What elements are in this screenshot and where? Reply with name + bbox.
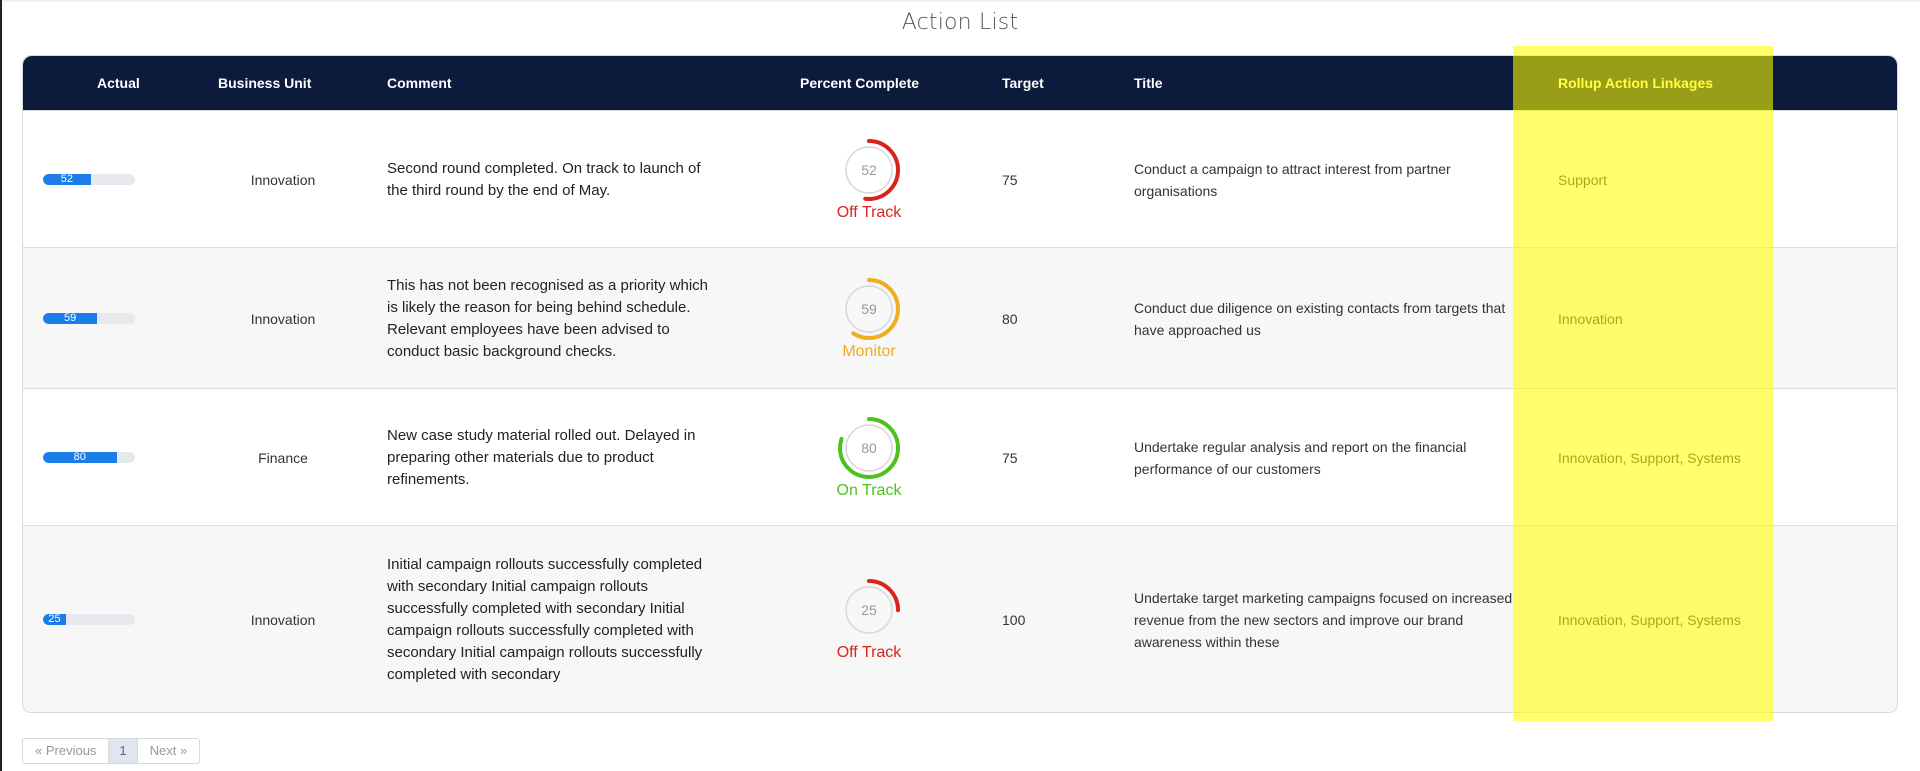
actual-progress-fill: 25 [43,614,66,625]
percent-complete-gauge: 25 Off Track [836,578,902,662]
gauge-value: 59 [861,301,877,317]
rollup-cell: Support [1558,171,1608,188]
gauge-ring: 25 [837,578,900,641]
header-title[interactable]: Title [1134,75,1163,91]
status-label: Off Track [836,643,902,661]
table-row[interactable]: 52 Innovation Second round completed. On… [23,110,1897,248]
left-border [0,0,2,771]
page-title: Action List [901,10,1019,35]
header-target[interactable]: Target [1002,75,1044,91]
comment-cell: This has not been recognised as a priori… [387,276,709,360]
rollup-cell: Innovation, Support, Systems [1558,611,1741,628]
gauge-ring: 80 [838,416,900,479]
title-cell: Conduct due diligence on existing contac… [1134,299,1506,338]
header-rollup-action-linkages[interactable]: Rollup Action Linkages [1558,75,1714,91]
target-cell: 75 [1002,449,1018,466]
status-label: Monitor [842,342,896,360]
rollup-cell: Innovation [1558,310,1623,327]
status-label: Off Track [836,203,902,221]
business-unit-cell: Innovation [250,310,316,327]
business-unit-cell: Innovation [250,611,316,628]
gauge-ring: 59 [838,277,900,340]
comment-cell: New case study material rolled out. Dela… [387,426,696,488]
percent-complete-gauge: 80 On Track [836,416,902,500]
comment-cell: Second round completed. On track to laun… [387,159,701,199]
pagination: « Previous 1 Next » [22,738,201,764]
next-page-button[interactable]: Next » [149,743,188,758]
actual-progress-fill: 52 [43,174,91,185]
previous-page-button[interactable]: « Previous [35,743,97,758]
actual-progress-bar: 80 [43,452,135,463]
actual-progress-fill: 80 [43,452,117,463]
header-actual[interactable]: Actual [97,75,140,91]
table-header: Actual Business Unit Comment Percent Com… [23,56,1897,110]
table-row[interactable]: 80 Finance New case study material rolle… [23,388,1897,526]
header-business-unit[interactable]: Business Unit [218,75,312,91]
target-cell: 80 [1002,310,1018,327]
header-comment[interactable]: Comment [387,75,452,91]
target-cell: 75 [1002,171,1018,188]
business-unit-cell: Finance [258,449,308,466]
gauge-value: 80 [861,440,877,456]
actual-progress-fill: 59 [43,313,98,324]
table-row[interactable]: 59 Innovation This has not been recognis… [23,247,1897,389]
title-cell: Conduct a campaign to attract interest f… [1134,160,1451,199]
title-cell: Undertake regular analysis and report on… [1134,438,1467,477]
top-border [0,0,1920,2]
actual-progress-bar: 25 [43,614,135,625]
table-row[interactable]: 25 Innovation Initial campaign rollouts … [23,525,1897,712]
actual-progress-bar: 59 [43,313,135,324]
gauge-ring: 52 [837,138,900,201]
gauge-value: 25 [861,602,877,618]
percent-complete-gauge: 59 Monitor [837,277,901,361]
business-unit-cell: Innovation [250,171,316,188]
target-cell: 100 [1002,611,1026,628]
rollup-cell: Innovation, Support, Systems [1558,449,1741,466]
page-1-button[interactable]: 1 [108,739,138,763]
actual-progress-bar: 52 [43,174,135,185]
gauge-value: 52 [861,162,877,178]
comment-cell: Initial campaign rollouts successfully c… [387,555,703,683]
header-percent-complete[interactable]: Percent Complete [800,75,920,91]
action-list-table: Actual Business Unit Comment Percent Com… [22,55,1898,713]
percent-complete-gauge: 52 Off Track [836,138,902,222]
status-label: On Track [836,481,902,499]
title-cell: Undertake target marketing campaigns foc… [1134,589,1513,650]
